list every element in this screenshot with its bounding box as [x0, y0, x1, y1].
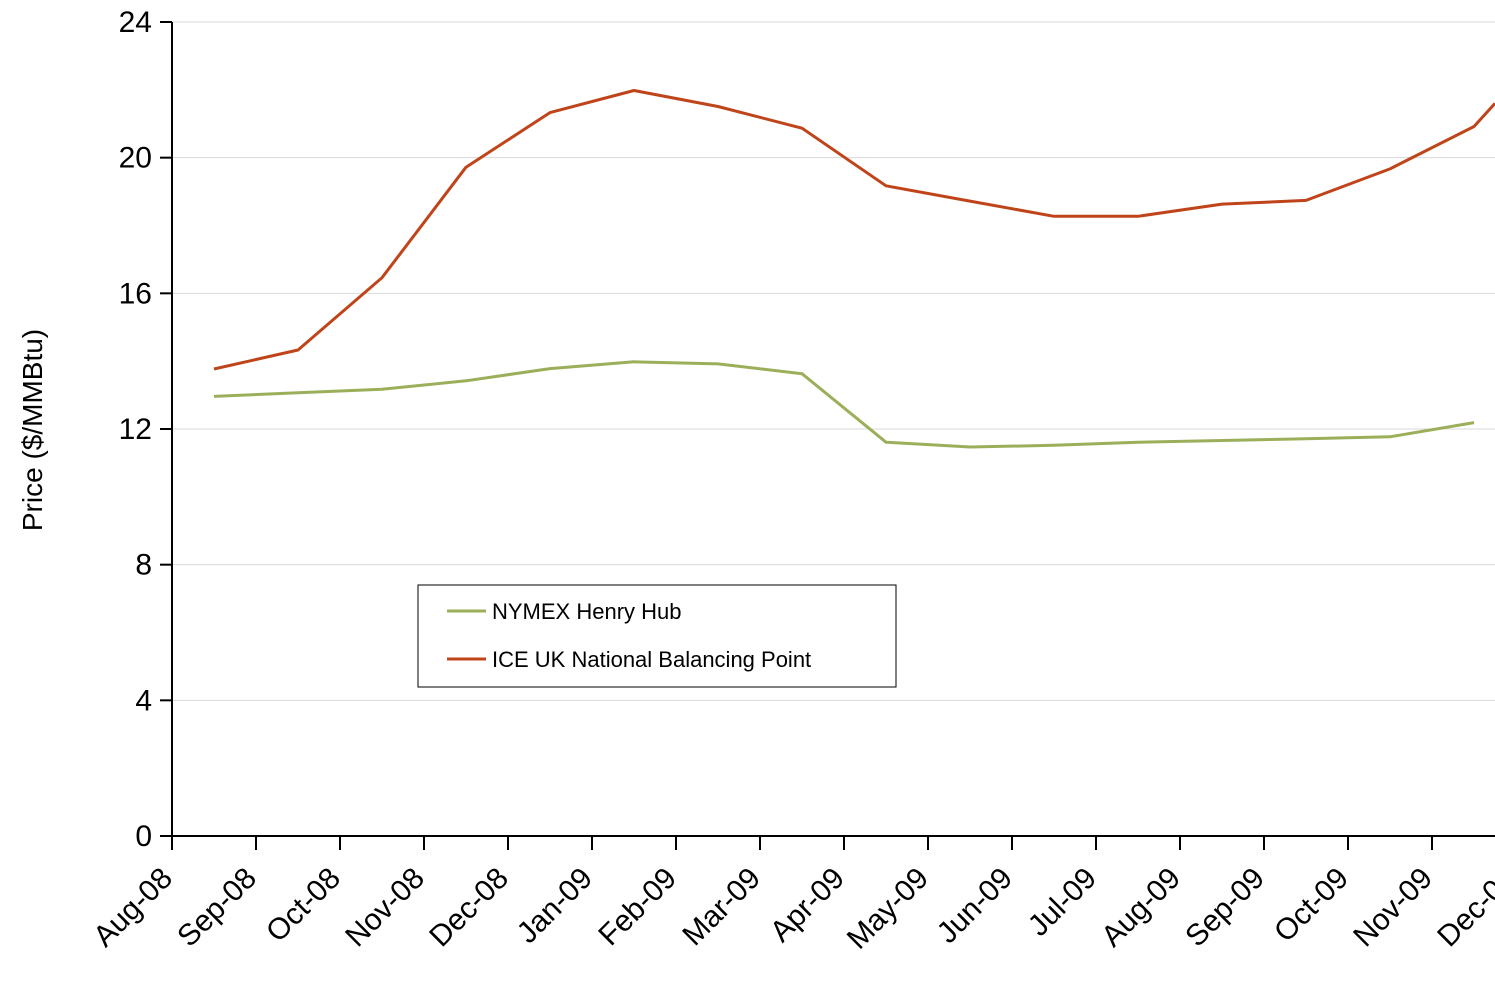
y-tick-label-0: 0	[135, 820, 152, 853]
y-axis-title: Price ($/MMBtu)	[17, 329, 48, 531]
legend: NYMEX Henry Hub ICE UK National Balancin…	[417, 584, 897, 688]
x-tick-label-Jan-09: Jan-09	[511, 862, 599, 950]
y-axis: 0 4 8 12 16 20 24	[119, 6, 173, 853]
x-tick-label-Mar-09: Mar-09	[676, 862, 767, 953]
x-tick-label-Sep-09: Sep-09	[1179, 862, 1271, 954]
x-axis: Aug-08Sep-08Oct-08Nov-08Dec-08Jan-09Feb-…	[87, 835, 1495, 956]
y-tick-label-16: 16	[119, 277, 152, 310]
y-tick-label-4: 4	[135, 684, 152, 717]
y-tick-label-8: 8	[135, 549, 152, 582]
x-tick-label-Apr-09: Apr-09	[764, 862, 851, 949]
legend-label-nbp: ICE UK National Balancing Point	[492, 647, 811, 672]
series-line-1	[213, 89, 1495, 371]
y-tick-label-12: 12	[119, 413, 152, 446]
x-tick-label-Aug-09: Aug-09	[1095, 862, 1187, 954]
x-tick-label-Feb-09: Feb-09	[592, 862, 683, 953]
x-tick-label-Sep-08: Sep-08	[171, 862, 263, 954]
x-tick-label-Nov-08: Nov-08	[339, 862, 431, 954]
y-tick-label-20: 20	[119, 142, 152, 175]
series-line-0	[213, 360, 1475, 449]
gridlines	[172, 21, 1495, 701]
x-tick-label-Dec-09: Dec-09	[1431, 862, 1495, 954]
x-tick-label-Jul-09: Jul-09	[1022, 862, 1103, 943]
x-tick-label-Jun-09: Jun-09	[931, 862, 1019, 950]
legend-label-henry-hub: NYMEX Henry Hub	[492, 599, 682, 624]
legend-box	[417, 584, 897, 688]
x-tick-label-Dec-08: Dec-08	[423, 862, 515, 954]
x-tick-label-May-09: May-09	[841, 862, 935, 956]
series-layer	[213, 89, 1495, 449]
x-tick-label-Oct-09: Oct-09	[1268, 862, 1355, 949]
x-tick-label-Nov-09: Nov-09	[1347, 862, 1439, 954]
x-tick-label-Aug-08: Aug-08	[87, 862, 179, 954]
x-tick-label-Oct-08: Oct-08	[260, 862, 347, 949]
y-tick-label-24: 24	[119, 6, 152, 39]
